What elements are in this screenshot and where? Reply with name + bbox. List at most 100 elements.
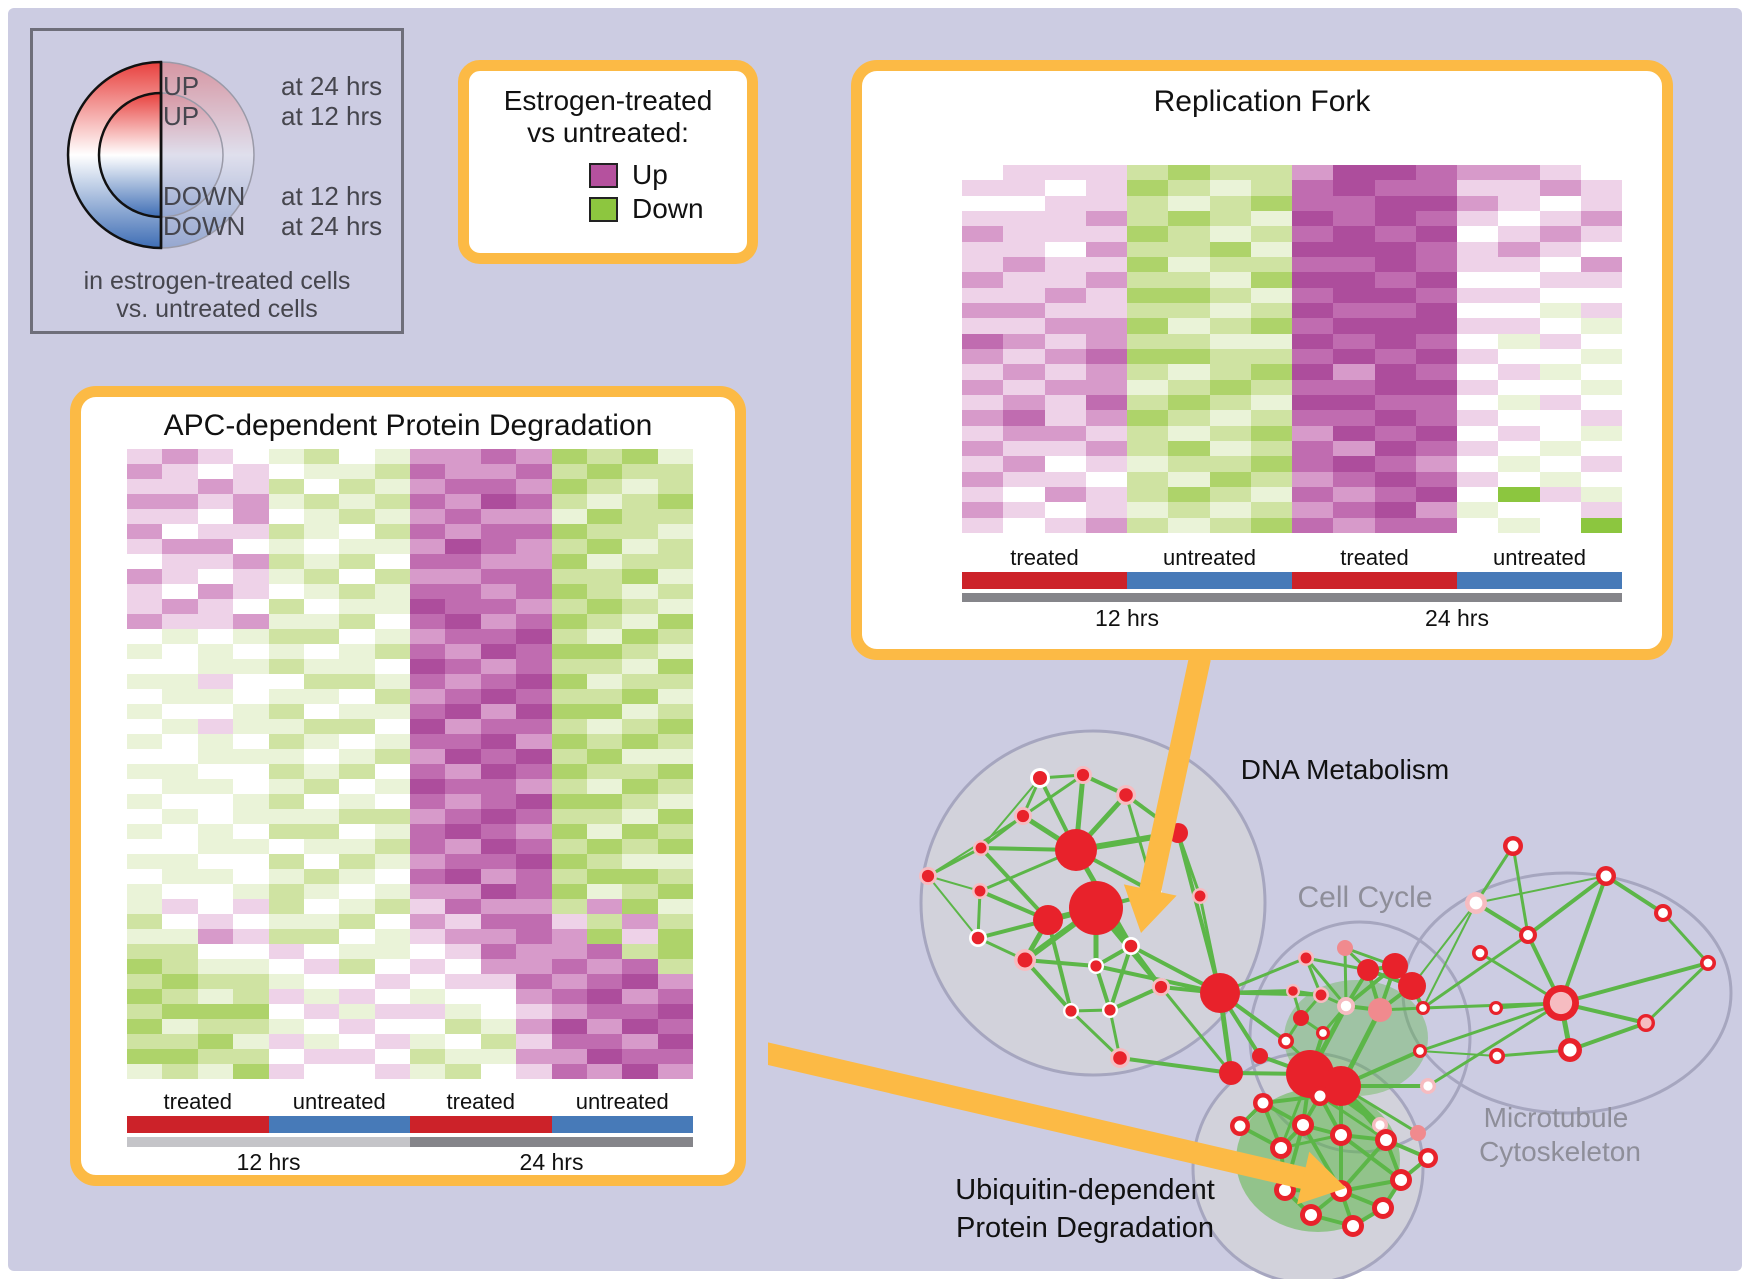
gene-node (1055, 829, 1097, 871)
gene-network-diagram: DNA Metabolism Cell Cycle MicrotubuleCytos… (768, 655, 1733, 1279)
apc-group-untreated-12: untreated (292, 1089, 386, 1114)
gene-node-core (1469, 896, 1483, 910)
ring-time-12a: at 12 hrs (281, 101, 383, 131)
network-edge (1343, 947, 1348, 1007)
network-edge (1475, 875, 1607, 904)
gene-node (1293, 1010, 1309, 1026)
color-key-row-down: Down (589, 193, 704, 225)
callout-arrow-head (1297, 1151, 1346, 1205)
network-edge (1644, 961, 1710, 1025)
gene-node (1200, 973, 1240, 1013)
figure-background: UP at 24 hrs UP at 12 hrs DOWN at 12 hrs… (8, 8, 1742, 1279)
apc-time-24hrs: 24 hrs (519, 1149, 584, 1175)
gene-node (1252, 1048, 1268, 1064)
gene-node-core (1234, 1120, 1246, 1132)
callout-arrow-head (1123, 884, 1177, 933)
gene-node-core (1640, 1017, 1652, 1029)
ring-caption-line2: vs. untreated cells (116, 295, 318, 323)
gene-node (1368, 998, 1392, 1022)
gene-node-core (975, 842, 987, 854)
apc-time-labels: 12 hrs 24 hrs (127, 1149, 693, 1176)
gene-node-core (1113, 1051, 1127, 1065)
color-key-title-line2: vs untreated: (527, 117, 689, 148)
repfork-group-untreated-24: untreated (1493, 545, 1586, 570)
gene-node (1069, 881, 1123, 935)
gene-node (1033, 905, 1063, 935)
network-edge (1526, 874, 1608, 937)
gene-node-core (1416, 1047, 1424, 1055)
apc-group-treated-24: treated (446, 1089, 516, 1114)
apc-heatmap (127, 449, 693, 1079)
gene-node-core (1507, 840, 1519, 852)
gene-node-core (1563, 1043, 1577, 1057)
gene-node-core (1422, 1152, 1434, 1164)
apc-group-labels: treated untreated treated untreated (127, 1089, 693, 1115)
network-edge (1422, 933, 1529, 1010)
ring-outer-right-arc (160, 61, 255, 249)
network-label-4: Ubiquitin-dependent (955, 1174, 1215, 1206)
gene-node-core (1278, 1183, 1292, 1197)
gene-node-core (1319, 1029, 1327, 1037)
network-edge (1474, 845, 1515, 904)
gene-node-core (1104, 1004, 1116, 1016)
gene-node-core (1340, 1000, 1352, 1012)
network-label-5: Protein Degradation (956, 1212, 1214, 1244)
gene-node-core (1376, 1201, 1390, 1215)
gene-node (1398, 972, 1426, 1000)
ring-caption-line1: in estrogen-treated cells (83, 267, 351, 295)
gene-node-core (1314, 1090, 1326, 1102)
gene-node-core (1419, 1004, 1427, 1012)
repfork-time-12hrs: 12 hrs (1095, 605, 1159, 631)
gene-node-core (1281, 1036, 1291, 1046)
gene-node-core (1423, 1081, 1433, 1091)
network-edge (1046, 919, 1073, 1012)
gene-node (1321, 1066, 1361, 1106)
network-edge (1496, 1048, 1571, 1058)
gene-node-core (1475, 948, 1485, 958)
apc-panel-title: APC-dependent Protein Degradation (163, 409, 653, 442)
network-edge (927, 875, 979, 939)
ring-time-24a: at 24 hrs (281, 71, 383, 101)
gene-node-core (1033, 771, 1047, 785)
network-edge (1422, 902, 1477, 1009)
repfork-heatmap (962, 165, 1622, 533)
gene-node-core (1492, 1004, 1500, 1012)
repfork-time-24hrs: 24 hrs (1425, 605, 1489, 631)
callout-arrow-shaft (768, 1042, 1316, 1192)
repfork-group-untreated-12: untreated (1163, 545, 1256, 570)
gene-node-core (1394, 1173, 1408, 1187)
ring-label-up-24: UP (163, 71, 200, 101)
apc-treatment-bar (127, 1116, 693, 1133)
network-edge (980, 777, 1041, 849)
network-edge (1119, 1056, 1232, 1075)
gene-node-core (974, 885, 986, 897)
ring-label-up-12: UP (163, 101, 200, 131)
gene-node-core (1304, 1208, 1318, 1222)
color-key-box: Estrogen-treated vs untreated: Up Down (458, 60, 758, 264)
repfork-group-labels: treated untreated treated untreated (962, 545, 1622, 571)
gene-node-core (1154, 980, 1168, 994)
color-key-row-up: Up (589, 159, 668, 191)
network-edge (1419, 1050, 1498, 1057)
gene-node-core (1334, 1128, 1348, 1142)
up-color-swatch (589, 162, 618, 188)
gene-node-core (1492, 1051, 1502, 1061)
ring-inner-right-arc (160, 92, 224, 218)
gene-node-core (1194, 890, 1206, 902)
gene-node (1219, 1061, 1243, 1085)
gene-node-core (1600, 870, 1612, 882)
network-label-0: DNA Metabolism (1241, 754, 1450, 785)
down-label: Down (632, 193, 704, 224)
network-edge (1560, 961, 1709, 1005)
gene-node-core (1016, 809, 1030, 823)
ring-legend-graphic (66, 60, 255, 250)
network-edge (1569, 1021, 1647, 1052)
network-edge (1108, 945, 1133, 1011)
up-label: Up (632, 159, 668, 190)
network-edge (1159, 986, 1233, 1074)
gene-node-core (1296, 1118, 1310, 1132)
repfork-group-treated-24: treated (1340, 545, 1409, 570)
network-edge (1419, 1001, 1562, 1053)
gene-node (1337, 940, 1353, 956)
